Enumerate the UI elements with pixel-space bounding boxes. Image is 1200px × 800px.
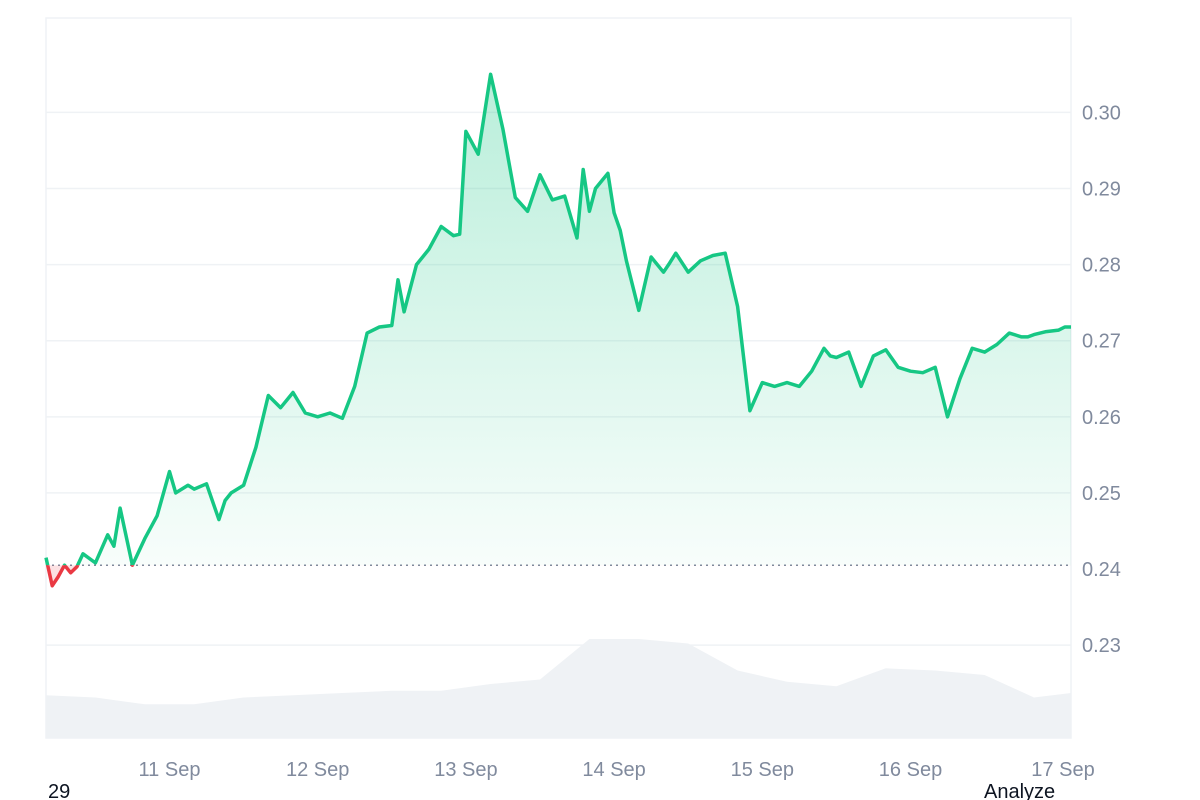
x-tick-label: 12 Sep	[286, 759, 349, 781]
x-tick-label: 14 Sep	[582, 759, 645, 781]
volume-area	[46, 639, 1071, 738]
y-tick-label: 0.23	[1082, 635, 1121, 657]
y-tick-label: 0.30	[1082, 102, 1121, 124]
y-tick-label: 0.29	[1082, 178, 1121, 200]
y-tick-label: 0.28	[1082, 255, 1121, 277]
y-tick-label: 0.26	[1082, 407, 1121, 429]
x-tick-label: 13 Sep	[434, 759, 497, 781]
x-tick-label: 16 Sep	[879, 759, 942, 781]
x-tick-label: 15 Sep	[731, 759, 794, 781]
y-tick-label: 0.27	[1082, 331, 1121, 353]
x-tick-label: 17 Sep	[1031, 759, 1094, 781]
price-area-up	[46, 74, 1071, 566]
analyze-link[interactable]: Analyze	[984, 781, 1056, 800]
footer-left-text: 29	[48, 781, 71, 800]
y-tick-label: 0.25	[1082, 483, 1121, 505]
price-line-up	[44, 72, 1071, 566]
x-tick-label: 11 Sep	[139, 759, 201, 781]
y-tick-label: 0.24	[1082, 559, 1121, 581]
